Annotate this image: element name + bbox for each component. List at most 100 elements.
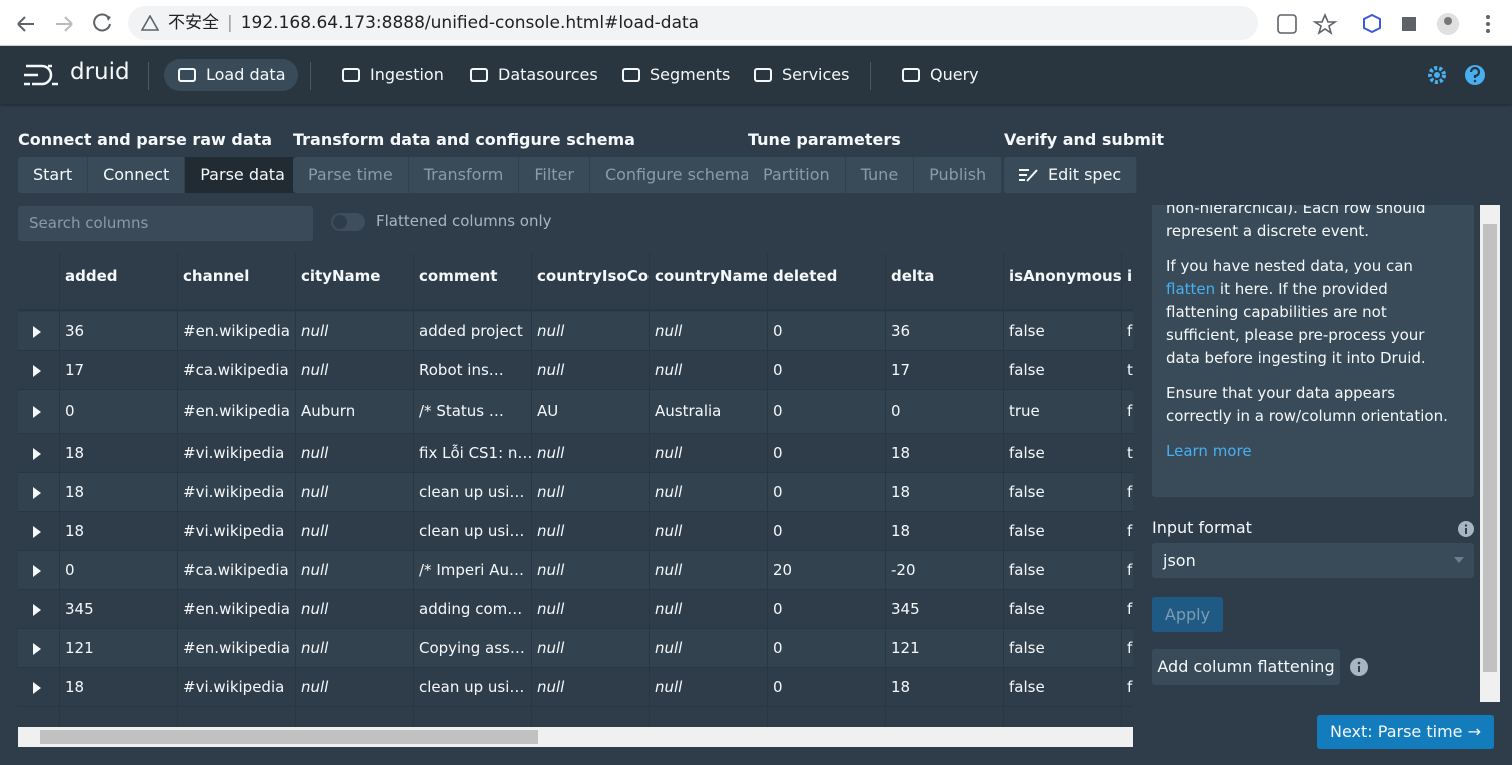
select-value: json xyxy=(1163,551,1196,570)
learn-more[interactable]: Learn more xyxy=(1166,442,1252,460)
column-header[interactable]: delta xyxy=(891,267,935,285)
table-cell: 0 xyxy=(891,402,901,420)
expand-arrow[interactable] xyxy=(33,364,41,377)
expand-arrow[interactable] xyxy=(33,642,41,655)
table-cell: clean up usi… xyxy=(419,677,525,696)
v-scroll-thumb[interactable] xyxy=(1483,224,1497,672)
data-table: added channel cityName comment countryIsoCod… xyxy=(18,253,1133,727)
add-flattening-button[interactable]: Add column flattening xyxy=(1152,649,1340,685)
table-cell: f xyxy=(1127,402,1133,420)
table-cell: 0 xyxy=(65,560,75,579)
table-cell: t xyxy=(1127,443,1133,462)
info-icon[interactable] xyxy=(1349,657,1369,677)
table-cell: null xyxy=(655,443,683,462)
table-cell: #vi.wikipedia xyxy=(183,482,285,501)
nav-buttons[interactable] xyxy=(14,12,124,36)
expand-arrow[interactable] xyxy=(33,325,41,338)
step-button[interactable]: Filter xyxy=(519,157,590,193)
address-bar[interactable]: 不安全 | 192.168.64.173:8888/unified-console.… xyxy=(128,6,1258,40)
column-header[interactable]: added xyxy=(65,267,118,285)
table-cell: 18 xyxy=(65,482,85,501)
table-cell: 0 xyxy=(773,599,783,618)
column-header[interactable]: channel xyxy=(183,267,250,285)
step-group: Parse time Transform Filter Configure schem… xyxy=(293,157,767,193)
nav-item[interactable]: Datasources xyxy=(456,59,610,91)
table-cell: #en.wikipedia xyxy=(183,599,290,618)
step-button[interactable]: Start xyxy=(18,157,89,193)
step-button[interactable]: Connect xyxy=(88,157,186,193)
column-header[interactable]: is xyxy=(1127,267,1133,285)
table-cell: false xyxy=(1009,560,1045,579)
input-format-select[interactable]: json xyxy=(1152,543,1474,578)
table-cell: null xyxy=(301,482,329,501)
h-scroll-thumb[interactable] xyxy=(40,730,538,744)
table-cell: null xyxy=(655,321,683,340)
step-button[interactable]: Parse time xyxy=(293,157,409,193)
step-button[interactable]: Partition xyxy=(748,157,846,193)
column-header[interactable]: comment xyxy=(419,267,498,285)
table-cell: adding com… xyxy=(419,599,523,618)
expand-arrow[interactable] xyxy=(33,406,41,418)
divider xyxy=(310,62,311,90)
table-cell: #vi.wikipedia xyxy=(183,521,285,540)
table-cell: /* Status … xyxy=(419,402,504,420)
table-cell: #ca.wikipedia xyxy=(183,360,289,379)
nav-item[interactable]: Ingestion xyxy=(328,59,456,91)
expand-arrow[interactable] xyxy=(33,681,41,694)
input-format-label: Input format xyxy=(1152,518,1252,537)
table-cell: true xyxy=(1009,402,1040,420)
table-cell: null xyxy=(537,599,565,618)
step-button[interactable]: Publish xyxy=(914,157,1003,193)
column-header[interactable]: countryIsoCode xyxy=(537,267,649,285)
column-header[interactable]: countryName xyxy=(655,267,767,285)
nav-icons[interactable] xyxy=(1426,64,1490,86)
expand-arrow[interactable] xyxy=(33,486,41,499)
table-cell: 0 xyxy=(773,402,783,420)
table-cell: #vi.wikipedia xyxy=(183,677,285,696)
table-cell: t xyxy=(1127,360,1133,379)
column-header[interactable]: cityName xyxy=(301,267,381,285)
browser-icons[interactable] xyxy=(1276,12,1502,36)
expand-arrow[interactable] xyxy=(33,564,41,577)
step-button[interactable]: Configure schema xyxy=(590,157,767,193)
brand[interactable]: druid xyxy=(70,59,130,85)
step-button[interactable]: Edit spec xyxy=(1004,157,1138,193)
flatten-link[interactable]: flatten xyxy=(1166,280,1216,298)
table-cell: null xyxy=(655,599,683,618)
table-row: 121 #en.wikipedia null Copying ass… null null… xyxy=(18,629,1133,668)
expand-arrow[interactable] xyxy=(33,447,41,460)
toggle[interactable] xyxy=(331,213,365,231)
column-header[interactable]: deleted xyxy=(773,267,838,285)
intro-text: non-hierarchical). Each row should repre… xyxy=(1166,205,1426,240)
table-cell: fix Lỗi CS1: n… xyxy=(419,443,531,462)
nav-item[interactable]: Query xyxy=(888,59,991,91)
security-label: 不安全 xyxy=(168,13,219,33)
table-cell: 18 xyxy=(65,677,85,696)
table-cell: AU xyxy=(537,402,559,420)
table-cell: 0 xyxy=(773,677,783,696)
nav-item[interactable]: Load data xyxy=(164,59,298,91)
step-button[interactable]: Parse data xyxy=(185,157,301,193)
table-cell: 18 xyxy=(65,521,85,540)
nav-item[interactable]: Segments xyxy=(608,59,742,91)
column-header[interactable]: isAnonymous xyxy=(1009,267,1121,285)
expand-arrow[interactable] xyxy=(33,525,41,538)
table-cell: 17 xyxy=(65,360,85,379)
apply-button[interactable]: Apply xyxy=(1152,597,1223,632)
logo xyxy=(24,64,58,86)
table-cell: 0 xyxy=(773,443,783,462)
step-button[interactable]: Transform xyxy=(409,157,520,193)
table-cell: /* Imperi Au… xyxy=(419,560,524,579)
table-cell: null xyxy=(537,677,565,696)
text: it here. If the provided flattening capa… xyxy=(1166,280,1426,367)
search-columns[interactable]: Search columns xyxy=(18,206,313,241)
next-button[interactable]: Next: Parse time → xyxy=(1317,715,1494,749)
step-button[interactable]: Tune xyxy=(846,157,915,193)
table-cell: f xyxy=(1127,321,1133,340)
info-icon[interactable] xyxy=(1457,520,1475,538)
nav-item[interactable]: Services xyxy=(740,59,861,91)
expand-arrow[interactable] xyxy=(33,603,41,616)
table-cell: added project xyxy=(419,321,523,340)
table-cell: 18 xyxy=(65,443,85,462)
table-row: 18 #vi.wikipedia null clean up usi… null null… xyxy=(18,668,1133,707)
